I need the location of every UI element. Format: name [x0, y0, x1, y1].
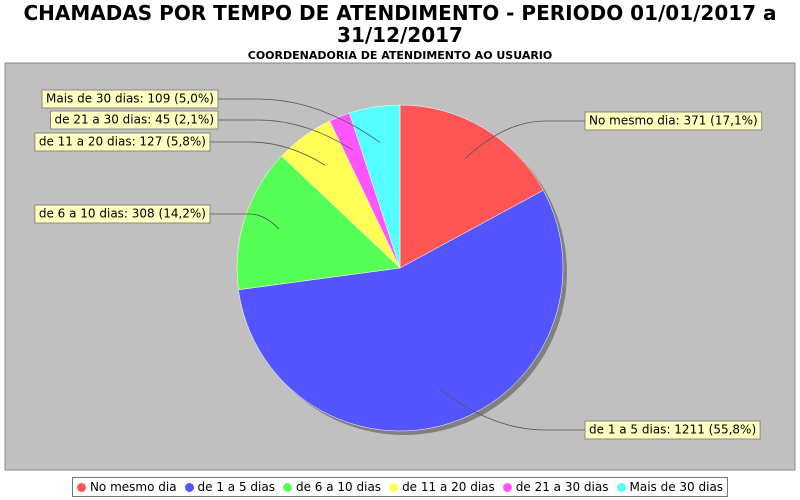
slice-label: de 21 a 30 dias: 45 (2,1%): [50, 110, 219, 130]
slice-label-text: No mesmo dia: 371 (17,1%): [589, 114, 758, 128]
slice-label: de 6 a 10 dias: 308 (14,2%): [34, 204, 211, 224]
legend-label: de 21 a 30 dias: [515, 480, 609, 494]
pie-slice: [238, 189, 564, 432]
legend-swatch: [616, 482, 626, 492]
legend-label: No mesmo dia: [89, 480, 177, 494]
legend-box: No mesmo dia de 1 a 5 dias de 6 a 10 dias d…: [71, 477, 729, 497]
legend-swatch: [502, 482, 512, 492]
slice-label: de 1 a 5 dias: 1211 (55,8%): [584, 420, 761, 440]
slice-label: de 11 a 20 dias: 127 (5,8%): [34, 132, 211, 152]
pie-slice: [236, 155, 401, 291]
leader-line: [210, 141, 326, 166]
chart-subtitle: COORDENADORIA DE ATENDIMENTO AO USUARIO: [247, 49, 553, 62]
legend-swatch: [76, 482, 86, 492]
slice-label-text: de 1 a 5 dias: 1211 (55,8%): [589, 423, 756, 437]
leader-line: [218, 119, 353, 151]
chart-title: CHAMADAS POR TEMPO DE ATENDIMENTO - PERI…: [23, 1, 777, 47]
leader-line: [439, 388, 585, 431]
slice-label-text: de 6 a 10 dias: 308 (14,2%): [39, 207, 206, 221]
pie-slice: [399, 104, 544, 269]
legend-item: de 6 a 10 dias: [282, 480, 382, 494]
legend-item: de 11 a 20 dias: [389, 480, 495, 494]
legend-swatch: [282, 482, 292, 492]
legend-swatch: [389, 482, 399, 492]
legend: No mesmo dia de 1 a 5 dias de 6 a 10 dias d…: [0, 477, 800, 497]
legend-swatch: [184, 482, 194, 492]
legend-item: de 21 a 30 dias: [502, 480, 609, 494]
slice-label: Mais de 30 dias: 109 (5,0%): [41, 89, 219, 109]
legend-item: No mesmo dia: [76, 480, 177, 494]
leader-line: [218, 98, 381, 143]
legend-item: de 1 a 5 dias: [184, 480, 275, 494]
legend-item: Mais de 30 dias: [616, 480, 724, 494]
slice-label-text: de 11 a 20 dias: 127 (5,8%): [39, 135, 206, 149]
slice-label-text: Mais de 30 dias: 109 (5,0%): [46, 92, 214, 106]
leader-line: [210, 213, 280, 230]
legend-label: de 6 a 10 dias: [295, 480, 382, 494]
legend-label: Mais de 30 dias: [629, 480, 724, 494]
leader-line: [464, 120, 585, 160]
legend-label: de 1 a 5 dias: [197, 480, 275, 494]
legend-label: de 11 a 20 dias: [402, 480, 495, 494]
pie-slice: [349, 104, 401, 269]
slice-label-text: de 21 a 30 dias: 45 (2,1%): [55, 113, 215, 127]
slice-label: No mesmo dia: 371 (17,1%): [584, 111, 763, 131]
